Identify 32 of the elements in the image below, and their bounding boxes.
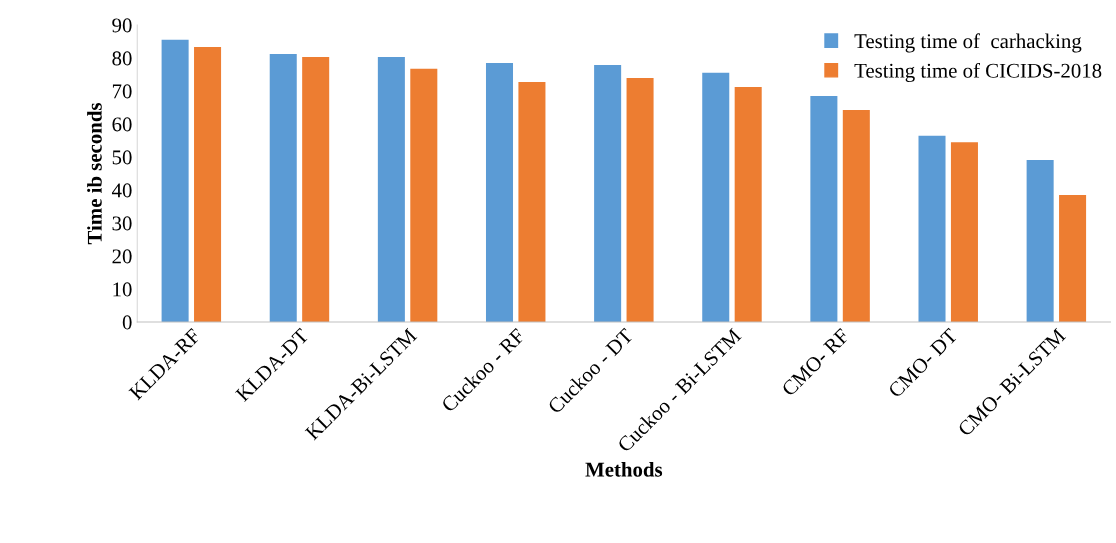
legend-label: Testing time of CICIDS-2018 [854, 62, 1102, 83]
bar [810, 95, 838, 322]
bar [594, 64, 622, 322]
y-axis-title: Time ib seconds [87, 102, 102, 245]
bar [950, 142, 978, 322]
bar [410, 68, 438, 322]
y-tick-label: 80 [112, 51, 132, 66]
y-tick-label: 10 [113, 282, 132, 297]
bar [377, 56, 405, 322]
y-tick-label: 0 [122, 315, 132, 330]
bar [702, 72, 730, 322]
legend-label: Testing time of carhacking [854, 33, 1082, 53]
y-tick-label: 60 [112, 117, 132, 132]
bar [302, 56, 330, 322]
y-tick-label: 70 [112, 84, 132, 99]
bar [518, 82, 546, 322]
x-axis-title: Methods [585, 461, 663, 477]
bar [918, 135, 946, 322]
y-tick-label: 40 [111, 183, 132, 198]
y-tick-label: 30 [112, 216, 132, 231]
bar [734, 87, 762, 322]
y-tick-label: 20 [112, 249, 132, 264]
bar [842, 110, 870, 322]
bar [485, 62, 514, 322]
bar [1059, 194, 1087, 322]
bar [269, 54, 297, 322]
y-tick-label: 90 [112, 18, 132, 33]
bar [194, 47, 222, 322]
y-tick-label: 50 [112, 150, 132, 165]
bar [1026, 159, 1054, 322]
bar [626, 78, 654, 322]
bar [161, 39, 189, 322]
